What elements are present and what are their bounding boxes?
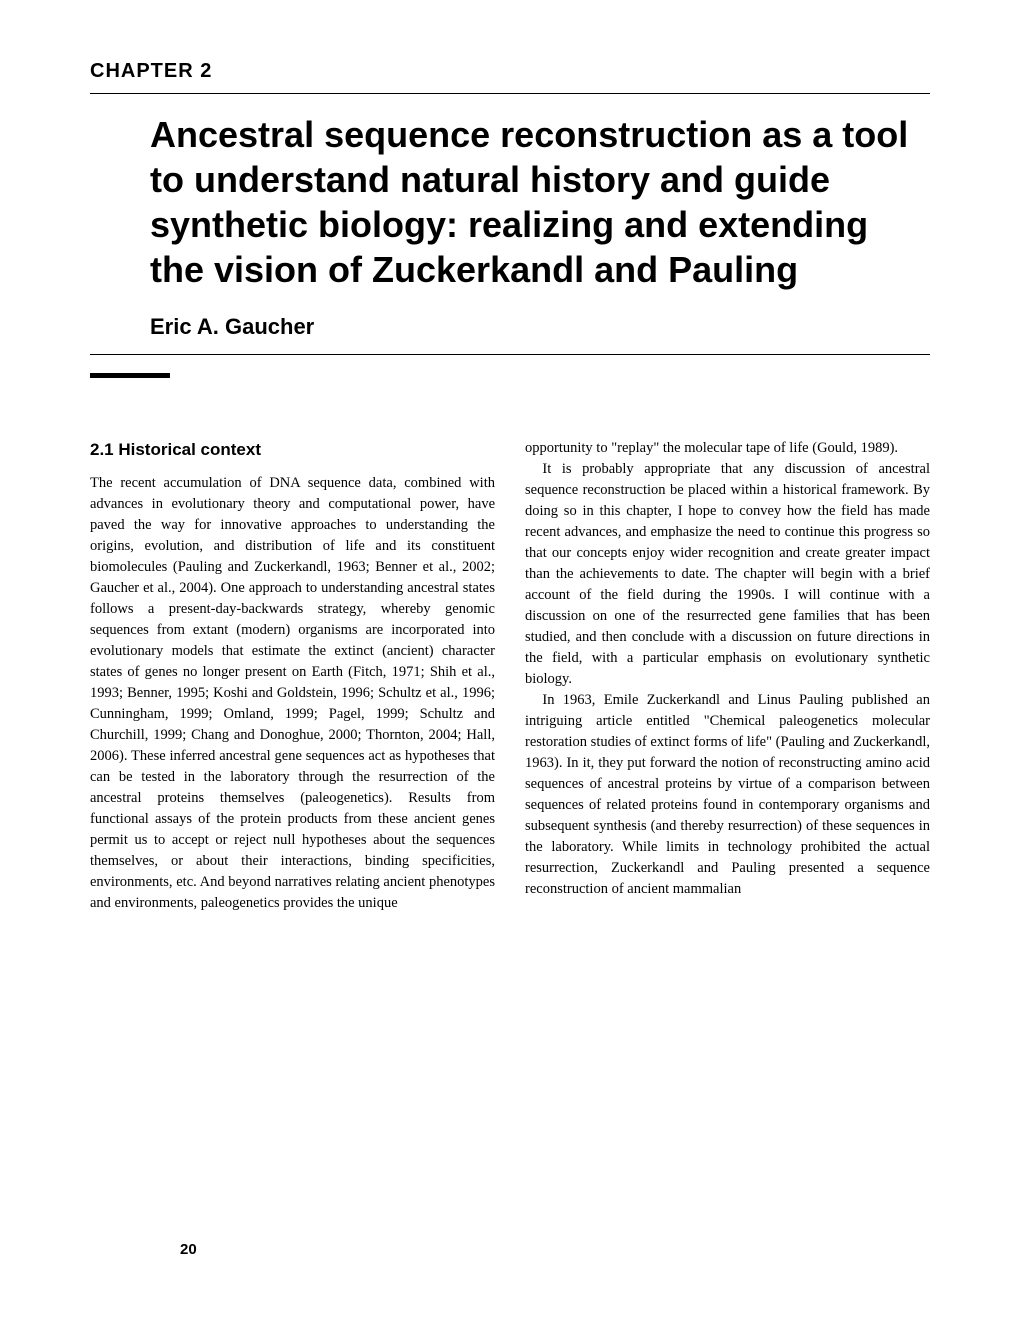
short-rule-container	[90, 373, 930, 378]
body-paragraph: It is probably appropriate that any disc…	[525, 459, 930, 690]
author-name: Eric A. Gaucher	[150, 314, 930, 340]
divider-under-author	[90, 354, 930, 355]
page-number: 20	[180, 1241, 197, 1258]
short-thick-rule	[90, 373, 170, 378]
body-paragraph: In 1963, Emile Zuckerkandl and Linus Pau…	[525, 690, 930, 900]
body-paragraph: The recent accumulation of DNA sequence …	[90, 473, 495, 914]
chapter-label: CHAPTER 2	[90, 60, 930, 83]
text-columns: 2.1 Historical context The recent accumu…	[90, 438, 930, 914]
column-left: 2.1 Historical context The recent accumu…	[90, 438, 495, 914]
column-right: opportunity to "replay" the molecular ta…	[525, 438, 930, 914]
section-heading: 2.1 Historical context	[90, 438, 495, 463]
body-paragraph: opportunity to "replay" the molecular ta…	[525, 438, 930, 459]
chapter-title: Ancestral sequence reconstruction as a t…	[150, 112, 930, 292]
divider-top	[90, 93, 930, 94]
